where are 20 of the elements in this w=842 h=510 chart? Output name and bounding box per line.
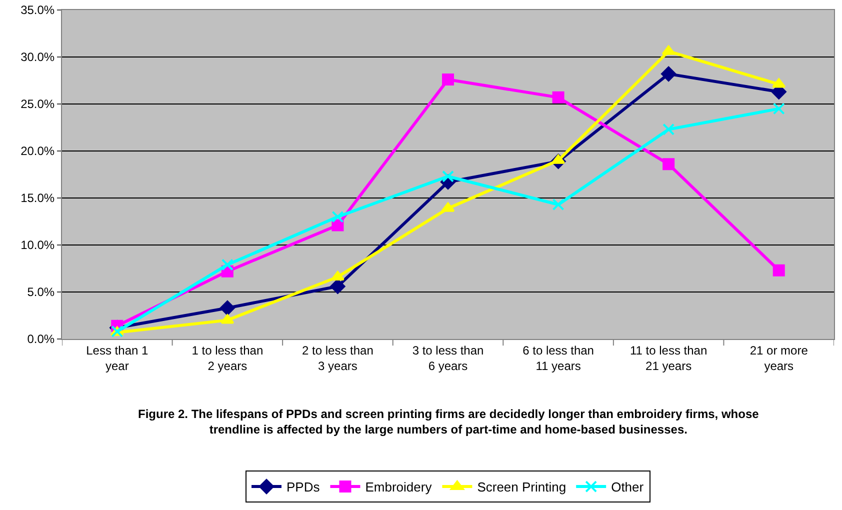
legend-label: Embroidery — [365, 480, 432, 495]
x-tick-label: 2 to less than 3 years — [302, 343, 374, 373]
y-tick-label: 25.0% — [20, 97, 55, 112]
x-tick-label: 1 to less than 2 years — [192, 343, 264, 373]
y-tick-label: 15.0% — [20, 191, 55, 206]
legend-label: Screen Printing — [477, 480, 566, 495]
caption: Figure 2. The lifespans of PPDs and screen printing firms are decidedly longer than embroidery firms, whose trendline is affected by the large numbers of part-time and home-based businesses. — [138, 407, 760, 437]
y-tick-label: 30.0% — [20, 50, 55, 64]
legend-label: Other — [611, 480, 644, 495]
x-tick-label: 3 to less than 6 years — [412, 343, 484, 373]
x-tick-label: 6 to less than 11 years — [522, 343, 594, 373]
y-tick-label: 0.0% — [27, 332, 55, 346]
x-tick-label: 21 or more years — [750, 343, 808, 373]
y-tick-label: 35.0% — [20, 3, 55, 18]
x-tick-label: 11 to less than 21 years — [630, 343, 708, 373]
x-tick-label: Less than 1 year — [86, 343, 148, 373]
y-tick-label: 20.0% — [20, 144, 55, 158]
legend-label: PPDs — [286, 480, 320, 495]
y-tick-label: 5.0% — [27, 285, 55, 300]
y-tick-label: 10.0% — [20, 238, 55, 252]
